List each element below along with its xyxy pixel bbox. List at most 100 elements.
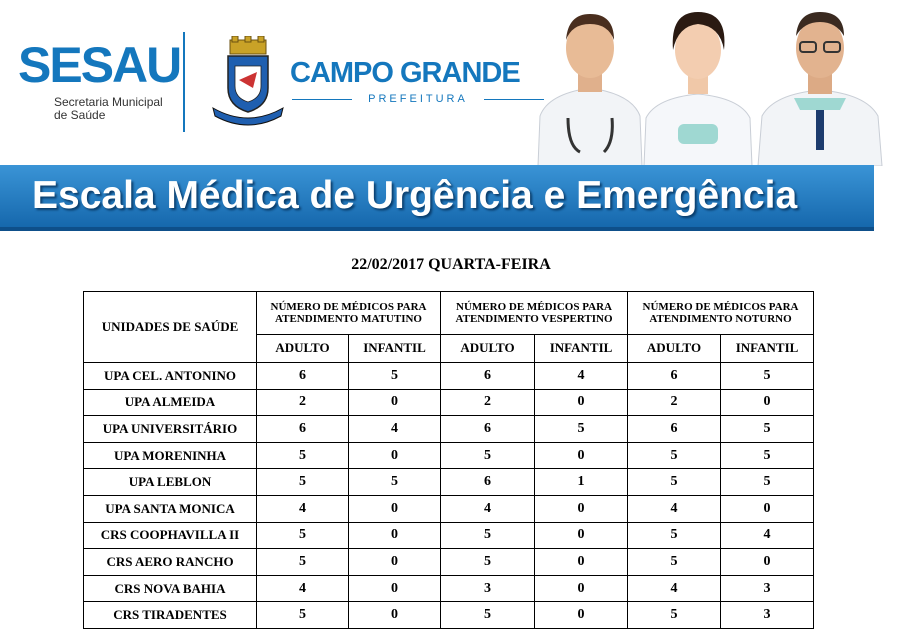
schedule-table: UNIDADES DE SAÚDE NÚMERO DE MÉDICOS PARA… — [83, 291, 815, 629]
sesau-logo: SESAU — [18, 37, 182, 93]
doctor-count-cell: 5 — [627, 468, 722, 496]
table-row: CRS NOVA BAHIA 4 0 3 0 4 3 — [83, 574, 815, 603]
doctor-count-cell: 0 — [533, 388, 629, 417]
doctor-count-cell: 2 — [627, 388, 722, 417]
table-row: UPA ALMEIDA 2 0 2 0 2 0 — [83, 388, 815, 417]
doctor-count-cell: 5 — [627, 601, 722, 629]
doctor-count-cell: 5 — [627, 548, 722, 576]
unit-name: UPA SANTA MONICA — [83, 494, 257, 523]
table-row: UPA LEBLON 5 5 6 1 5 5 — [83, 468, 815, 496]
unit-name: CRS COOPHAVILLA II — [83, 521, 257, 550]
city-crest-icon — [212, 36, 284, 126]
subheader-infantil: INFANTIL — [348, 333, 441, 364]
doctor-count-cell: 0 — [348, 388, 441, 417]
doctor-count-cell: 5 — [440, 601, 535, 629]
unit-name: CRS NOVA BAHIA — [83, 574, 257, 603]
doctor-count-cell: 5 — [627, 521, 722, 550]
doctor-count-cell: 2 — [256, 388, 349, 417]
header-row-subgroups: ADULTO INFANTIL ADULTO INFANTIL ADULTO INFANT… — [84, 333, 815, 364]
schedule-date: 22/02/2017 QUARTA-FEIRA — [351, 256, 551, 273]
doctor-count-cell: 4 — [533, 362, 629, 390]
schedule-table-body: UPA CEL. ANTONINO 6 5 6 4 6 5 UPA ALMEIDA 2 0 2 0 2 0… — [83, 362, 815, 629]
sesau-subtitle-line2: de Saúde — [54, 108, 106, 122]
doctor-count-cell: 2 — [440, 388, 535, 417]
doctor-count-cell: 5 — [256, 468, 349, 496]
subheader-adulto: ADULTO — [627, 333, 722, 364]
doctor-count-cell: 6 — [256, 362, 349, 390]
table-row: UPA CEL. ANTONINO 6 5 6 4 6 5 — [83, 362, 815, 390]
sesau-subtitle: Secretaria Municipal de Saúde — [54, 96, 184, 122]
doctor-count-cell: 5 — [256, 441, 349, 470]
header: SESAU Secretaria Municipal de Saúde CAMP… — [0, 0, 902, 166]
doctor-count-cell: 4 — [720, 521, 815, 550]
doctor-count-cell: 0 — [720, 494, 815, 523]
doctor-count-cell: 5 — [720, 441, 815, 470]
table-row: UPA SANTA MONICA 4 0 4 0 4 0 — [83, 494, 815, 523]
doctor-count-cell: 5 — [440, 441, 535, 470]
doctor-count-cell: 0 — [348, 548, 441, 576]
unit-name: UPA UNIVERSITÁRIO — [83, 415, 257, 443]
prefeitura-line-left — [292, 99, 352, 100]
doctor-count-cell: 5 — [256, 601, 349, 629]
subheader-adulto: ADULTO — [256, 333, 349, 364]
doctor-count-cell: 6 — [627, 362, 722, 390]
doctor-count-cell: 5 — [348, 468, 441, 496]
header-row-periods: UNIDADES DE SAÚDE NÚMERO DE MÉDICOS PARA… — [83, 291, 815, 363]
doctor-count-cell: 0 — [348, 601, 441, 629]
doctor-count-cell: 5 — [440, 521, 535, 550]
subheader-infantil: INFANTIL — [720, 333, 815, 364]
doctor-count-cell: 5 — [256, 521, 349, 550]
unit-name: CRS AERO RANCHO — [83, 548, 257, 576]
table-row: UPA MORENINHA 5 0 5 0 5 5 — [83, 441, 815, 470]
doctor-right — [757, 12, 883, 166]
doctor-count-cell: 0 — [533, 601, 629, 629]
doctor-count-cell: 5 — [256, 548, 349, 576]
unit-name: UPA CEL. ANTONINO — [83, 362, 257, 390]
doctor-count-cell: 0 — [348, 574, 441, 603]
subheader-infantil: INFANTIL — [533, 333, 629, 364]
doctor-count-cell: 6 — [440, 468, 535, 496]
unit-name: CRS TIRADENTES — [83, 601, 257, 629]
doctor-count-cell: 5 — [627, 441, 722, 470]
logo-divider — [183, 32, 185, 132]
doctor-count-cell: 4 — [627, 574, 722, 603]
table-row: CRS COOPHAVILLA II 5 0 5 0 5 4 — [83, 521, 815, 550]
doctor-count-cell: 3 — [720, 574, 815, 603]
period-header-morning: NÚMERO DE MÉDICOS PARA ATENDIMENTO MATUT… — [256, 291, 441, 335]
table-row: CRS TIRADENTES 5 0 5 0 5 3 — [83, 601, 815, 629]
prefeitura-label: PREFEITURA — [292, 92, 544, 106]
unit-name: UPA MORENINHA — [83, 441, 257, 470]
doctor-count-cell: 4 — [627, 494, 722, 523]
doctor-count-cell: 0 — [720, 388, 815, 417]
crest-crown — [229, 36, 267, 55]
doctor-count-cell: 0 — [533, 441, 629, 470]
prefeitura-text: PREFEITURA — [368, 93, 468, 105]
doctor-center — [643, 12, 753, 166]
doctor-count-cell: 5 — [348, 362, 441, 390]
unit-name: UPA LEBLON — [83, 468, 257, 496]
period-header-night: NÚMERO DE MÉDICOS PARA ATENDIMENTO NOTUR… — [627, 291, 815, 335]
doctor-count-cell: 4 — [256, 574, 349, 603]
doctor-count-cell: 5 — [720, 415, 815, 443]
doctor-count-cell: 5 — [533, 415, 629, 443]
crest-ribbon — [212, 106, 284, 126]
title-banner — [0, 165, 874, 231]
doctor-count-cell: 0 — [533, 494, 629, 523]
doctor-count-cell: 0 — [533, 548, 629, 576]
doctor-count-cell: 6 — [440, 415, 535, 443]
doctor-count-cell: 0 — [720, 548, 815, 576]
unit-name: UPA ALMEIDA — [83, 388, 257, 417]
unit-column-header: UNIDADES DE SAÚDE — [83, 291, 257, 363]
doctor-count-cell: 3 — [440, 574, 535, 603]
doctor-count-cell: 4 — [440, 494, 535, 523]
doctor-count-cell: 5 — [720, 468, 815, 496]
doctor-count-cell: 4 — [348, 415, 441, 443]
doctor-count-cell: 3 — [720, 601, 815, 629]
doctor-count-cell: 0 — [348, 494, 441, 523]
doctor-count-cell: 4 — [256, 494, 349, 523]
doctor-count-cell: 6 — [627, 415, 722, 443]
doctor-count-cell: 5 — [440, 548, 535, 576]
doctor-count-cell: 1 — [533, 468, 629, 496]
period-header-afternoon: NÚMERO DE MÉDICOS PARA ATENDIMENTO VESPE… — [439, 291, 629, 335]
doctor-count-cell: 0 — [348, 441, 441, 470]
